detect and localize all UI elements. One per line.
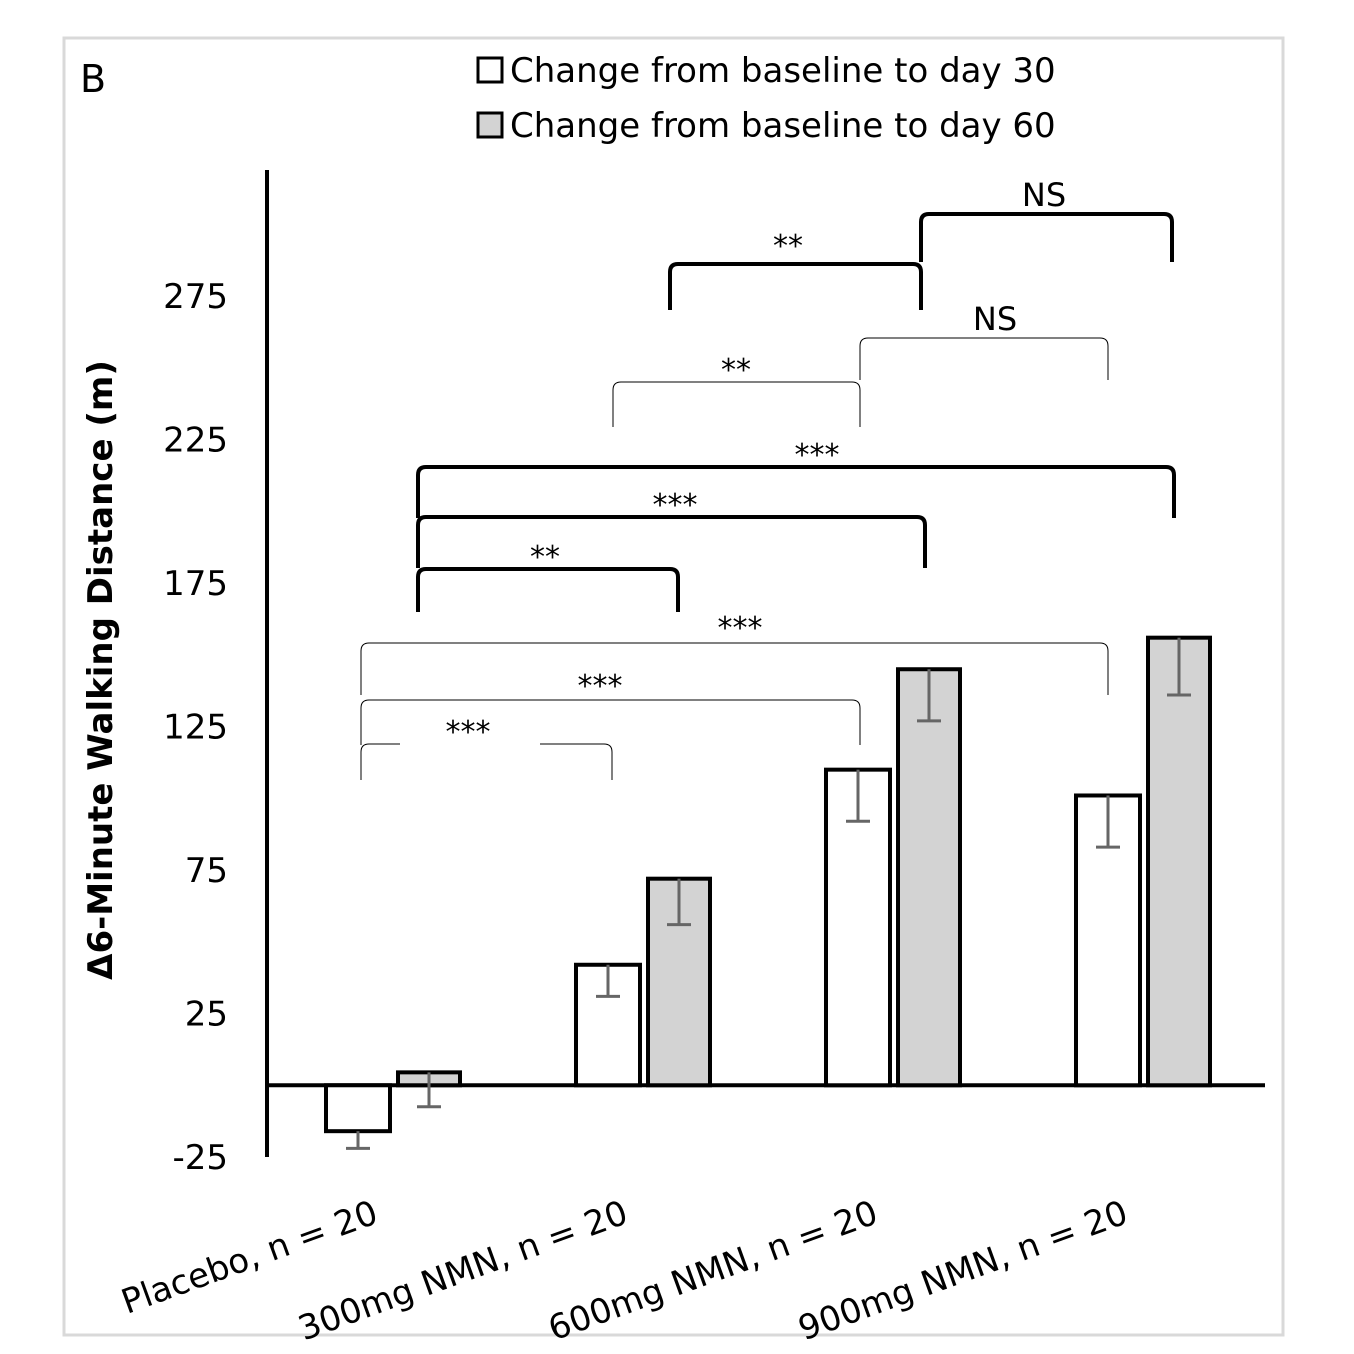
y-tick-label: -25	[172, 1138, 228, 1178]
y-tick-label: 25	[185, 995, 228, 1035]
significance-bracket	[360, 642, 1109, 695]
significance-bracket	[919, 212, 1174, 262]
significance-label: NS	[973, 300, 1017, 338]
y-tick-label: 275	[163, 277, 228, 317]
significance-bracket	[668, 262, 923, 310]
legend-swatch	[476, 56, 504, 84]
legend-label: Change from baseline to day 30	[510, 51, 1056, 91]
y-tick-label: 175	[163, 564, 228, 604]
frame	[62, 36, 1285, 1337]
significance-label: **	[530, 540, 560, 575]
significance-label: ***	[795, 438, 840, 473]
significance-label: ***	[653, 488, 698, 523]
significance-label: **	[721, 353, 751, 388]
y-tick-label: 75	[185, 851, 228, 891]
panel-label: B	[80, 57, 106, 101]
significance-bracket	[612, 381, 861, 427]
significance-bracket	[416, 567, 680, 612]
significance-label: **	[773, 229, 803, 264]
significance-label: ***	[578, 669, 623, 704]
bar	[1146, 635, 1212, 1088]
bar	[324, 1083, 392, 1134]
significance-label: ***	[718, 611, 763, 646]
legend-label: Change from baseline to day 60	[510, 106, 1056, 146]
bar	[646, 876, 712, 1088]
significance-bracket	[416, 515, 927, 568]
significance-bracket	[859, 337, 1109, 380]
legend-swatch	[476, 111, 504, 139]
significance-label: NS	[1022, 176, 1066, 214]
bar	[896, 667, 962, 1088]
bar	[824, 767, 892, 1088]
bracket-gap	[400, 740, 540, 748]
y-tick-label: 225	[163, 421, 228, 461]
y-tick-label: 125	[163, 708, 228, 748]
significance-bracket	[416, 465, 1176, 518]
y-axis-label: Δ6-Minute Walking Distance (m)	[81, 360, 121, 980]
significance-label: ***	[446, 715, 491, 750]
significance-bracket	[360, 699, 861, 745]
